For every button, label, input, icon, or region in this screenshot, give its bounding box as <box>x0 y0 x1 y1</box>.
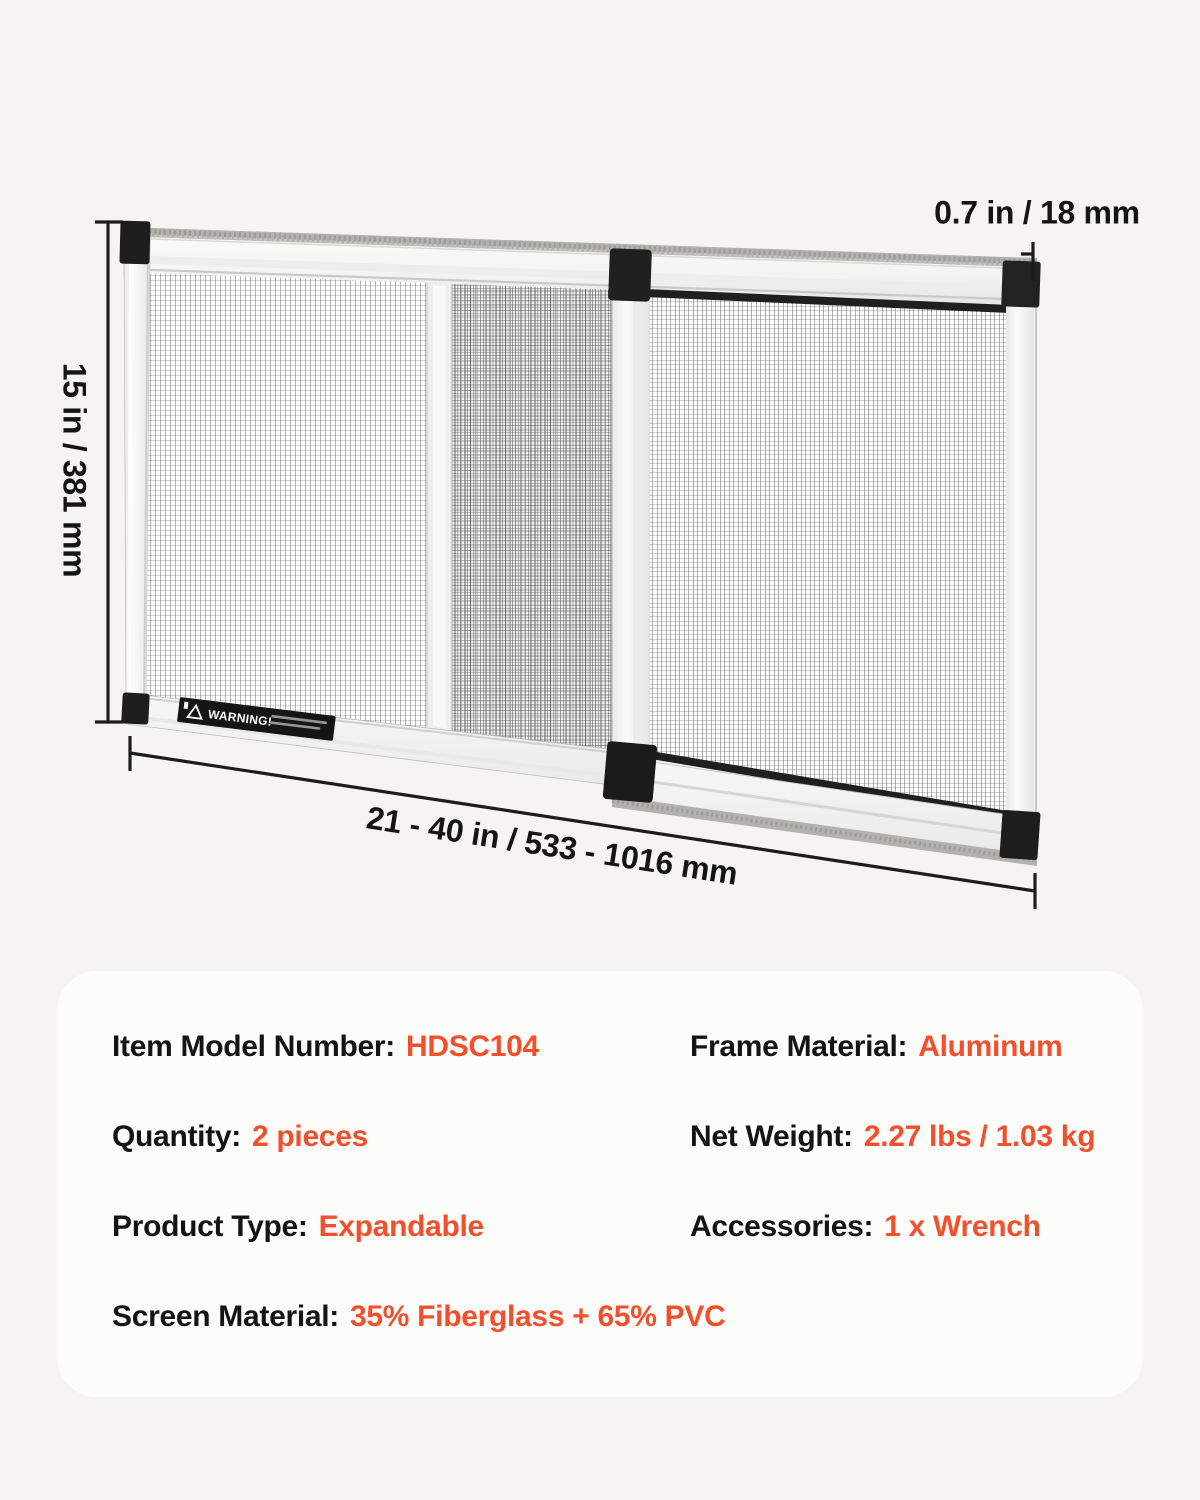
warning-sticker: WARNING! <box>177 697 336 741</box>
spec-row-product-type: Product Type: Expandable <box>112 1209 484 1245</box>
corner-cap-top-right <box>1001 260 1041 308</box>
slider-right-stile <box>999 260 1041 861</box>
spec-value: HDSC104 <box>405 1030 539 1063</box>
spec-label: Product Type: <box>112 1210 308 1243</box>
spec-value: 1 x Wrench <box>884 1210 1041 1243</box>
spec-row-accessories: Accessories: 1 x Wrench <box>690 1209 1041 1245</box>
spec-value: 35% Fiberglass + 65% PVC <box>349 1300 726 1333</box>
thickness-dimension-mark <box>1021 242 1035 281</box>
spec-label: Screen Material: <box>112 1300 339 1333</box>
corner-cap-middle-bottom <box>602 741 658 803</box>
thickness-dimension-label: 0.7 in / 18 mm <box>934 194 1140 231</box>
spec-label: Net Weight: <box>690 1120 853 1153</box>
spec-value: 2.27 lbs / 1.03 kg <box>863 1120 1096 1153</box>
width-dimension-line <box>128 736 1037 909</box>
spec-value: Expandable <box>318 1210 485 1243</box>
spec-row-frame-material: Frame Material: Aluminum <box>690 1029 1063 1065</box>
slider-inner-stile <box>426 283 453 732</box>
warning-triangle-icon <box>185 703 203 720</box>
spec-row-net-weight: Net Weight: 2.27 lbs / 1.03 kg <box>690 1119 1096 1155</box>
spec-label: Item Model Number: <box>112 1030 395 1063</box>
corner-cap-bottom-left <box>121 692 150 725</box>
corner-cap-top-left <box>119 220 151 265</box>
main-left-stile <box>123 235 151 723</box>
slider-capped-stile <box>602 248 658 803</box>
spec-row-quantity: Quantity: 2 pieces <box>112 1119 368 1155</box>
spec-card <box>57 971 1143 1397</box>
spec-label: Accessories: <box>690 1210 874 1243</box>
spec-row-screen-material: Screen Material: 35% Fiberglass + 65% PV… <box>112 1299 726 1335</box>
spec-value: 2 pieces <box>251 1120 368 1153</box>
spec-value: Aluminum <box>918 1030 1063 1063</box>
mesh-panel-right <box>645 289 1010 819</box>
spec-label: Quantity: <box>112 1120 241 1153</box>
corner-cap-middle-top <box>608 248 652 302</box>
warning-pictogram-icon <box>183 701 189 710</box>
height-dimension-label: 15 in / 381 mm <box>56 362 93 578</box>
top-weatherstrip <box>123 227 1038 269</box>
spec-label: Frame Material: <box>690 1030 908 1063</box>
spec-row-item-model-number: Item Model Number: HDSC104 <box>112 1029 539 1065</box>
height-dimension-line <box>95 220 123 724</box>
window-screen-diagram: WARNING! <box>95 220 1041 909</box>
mesh-overlap-region <box>452 284 613 749</box>
corner-cap-bottom-right <box>999 809 1041 861</box>
